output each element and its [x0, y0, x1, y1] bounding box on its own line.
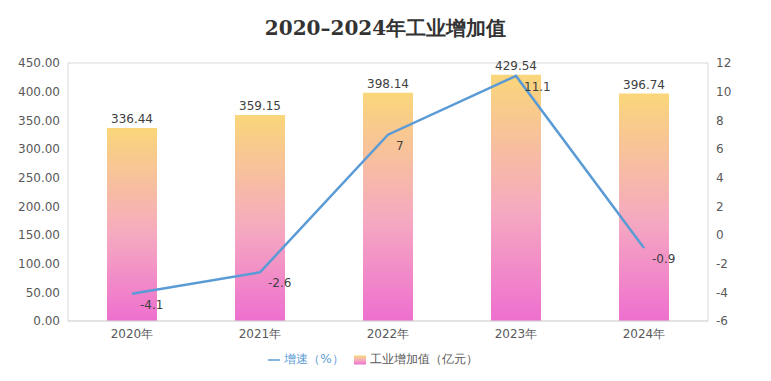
svg-text:250.00: 250.00	[18, 171, 60, 185]
svg-text:-0.9: -0.9	[652, 252, 675, 266]
svg-text:4: 4	[716, 171, 724, 185]
svg-text:-6: -6	[716, 314, 728, 328]
svg-text:-4: -4	[716, 286, 728, 300]
svg-text:150.00: 150.00	[18, 228, 60, 242]
svg-text:396.74: 396.74	[623, 78, 665, 92]
svg-text:0: 0	[716, 228, 724, 242]
svg-text:2024年: 2024年	[623, 327, 666, 341]
svg-text:6: 6	[716, 142, 724, 156]
svg-text:-2.6: -2.6	[268, 276, 291, 290]
svg-text:2022年: 2022年	[367, 327, 410, 341]
svg-text:2023年: 2023年	[495, 327, 538, 341]
svg-text:350.00: 350.00	[18, 114, 60, 128]
svg-text:200.00: 200.00	[18, 200, 60, 214]
svg-text:429.54: 429.54	[495, 59, 537, 73]
svg-text:2020年: 2020年	[111, 327, 154, 341]
svg-text:50.00: 50.00	[26, 286, 60, 300]
svg-text:8: 8	[716, 114, 724, 128]
svg-text:336.44: 336.44	[111, 112, 153, 126]
svg-text:-2: -2	[716, 257, 728, 271]
svg-text:7: 7	[396, 139, 404, 153]
svg-text:100.00: 100.00	[18, 257, 60, 271]
svg-text:2: 2	[716, 200, 724, 214]
svg-text:11.1: 11.1	[524, 80, 551, 94]
svg-text:450.00: 450.00	[18, 56, 60, 70]
svg-text:0.00: 0.00	[33, 314, 60, 328]
html-text:工业增加值（亿元）: 工业增加值（亿元）	[369, 352, 478, 366]
svg-text:2021年: 2021年	[239, 327, 282, 341]
html-text:2020–2024年工业增加值: 2020–2024年工业增加值	[264, 16, 507, 40]
svg-text:400.00: 400.00	[18, 85, 60, 99]
svg-text:12: 12	[716, 56, 731, 70]
svg-text:-4.1: -4.1	[140, 298, 163, 312]
html-text:增速（%）: 增速（%）	[284, 352, 344, 366]
svg-text:300.00: 300.00	[18, 142, 60, 156]
svg-text:359.15: 359.15	[239, 99, 281, 113]
svg-text:10: 10	[716, 85, 731, 99]
svg-text:398.14: 398.14	[367, 77, 409, 91]
